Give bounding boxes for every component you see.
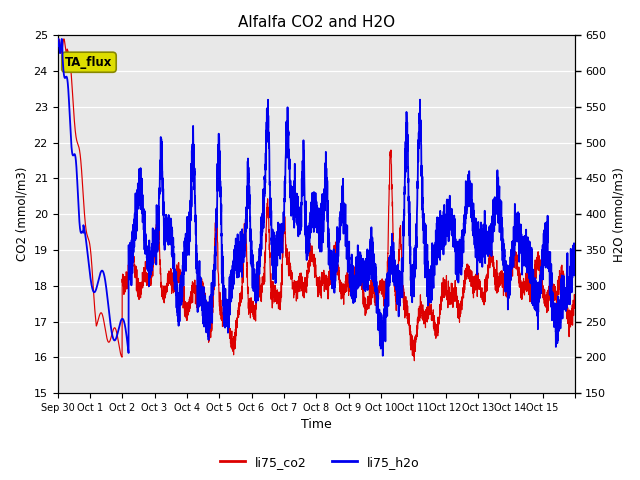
Y-axis label: CO2 (mmol/m3): CO2 (mmol/m3) xyxy=(15,167,28,262)
Title: Alfalfa CO2 and H2O: Alfalfa CO2 and H2O xyxy=(237,15,395,30)
Text: TA_flux: TA_flux xyxy=(65,56,113,69)
Y-axis label: H2O (mmol/m3): H2O (mmol/m3) xyxy=(612,167,625,262)
Legend: li75_co2, li75_h2o: li75_co2, li75_h2o xyxy=(215,451,425,474)
X-axis label: Time: Time xyxy=(301,419,332,432)
